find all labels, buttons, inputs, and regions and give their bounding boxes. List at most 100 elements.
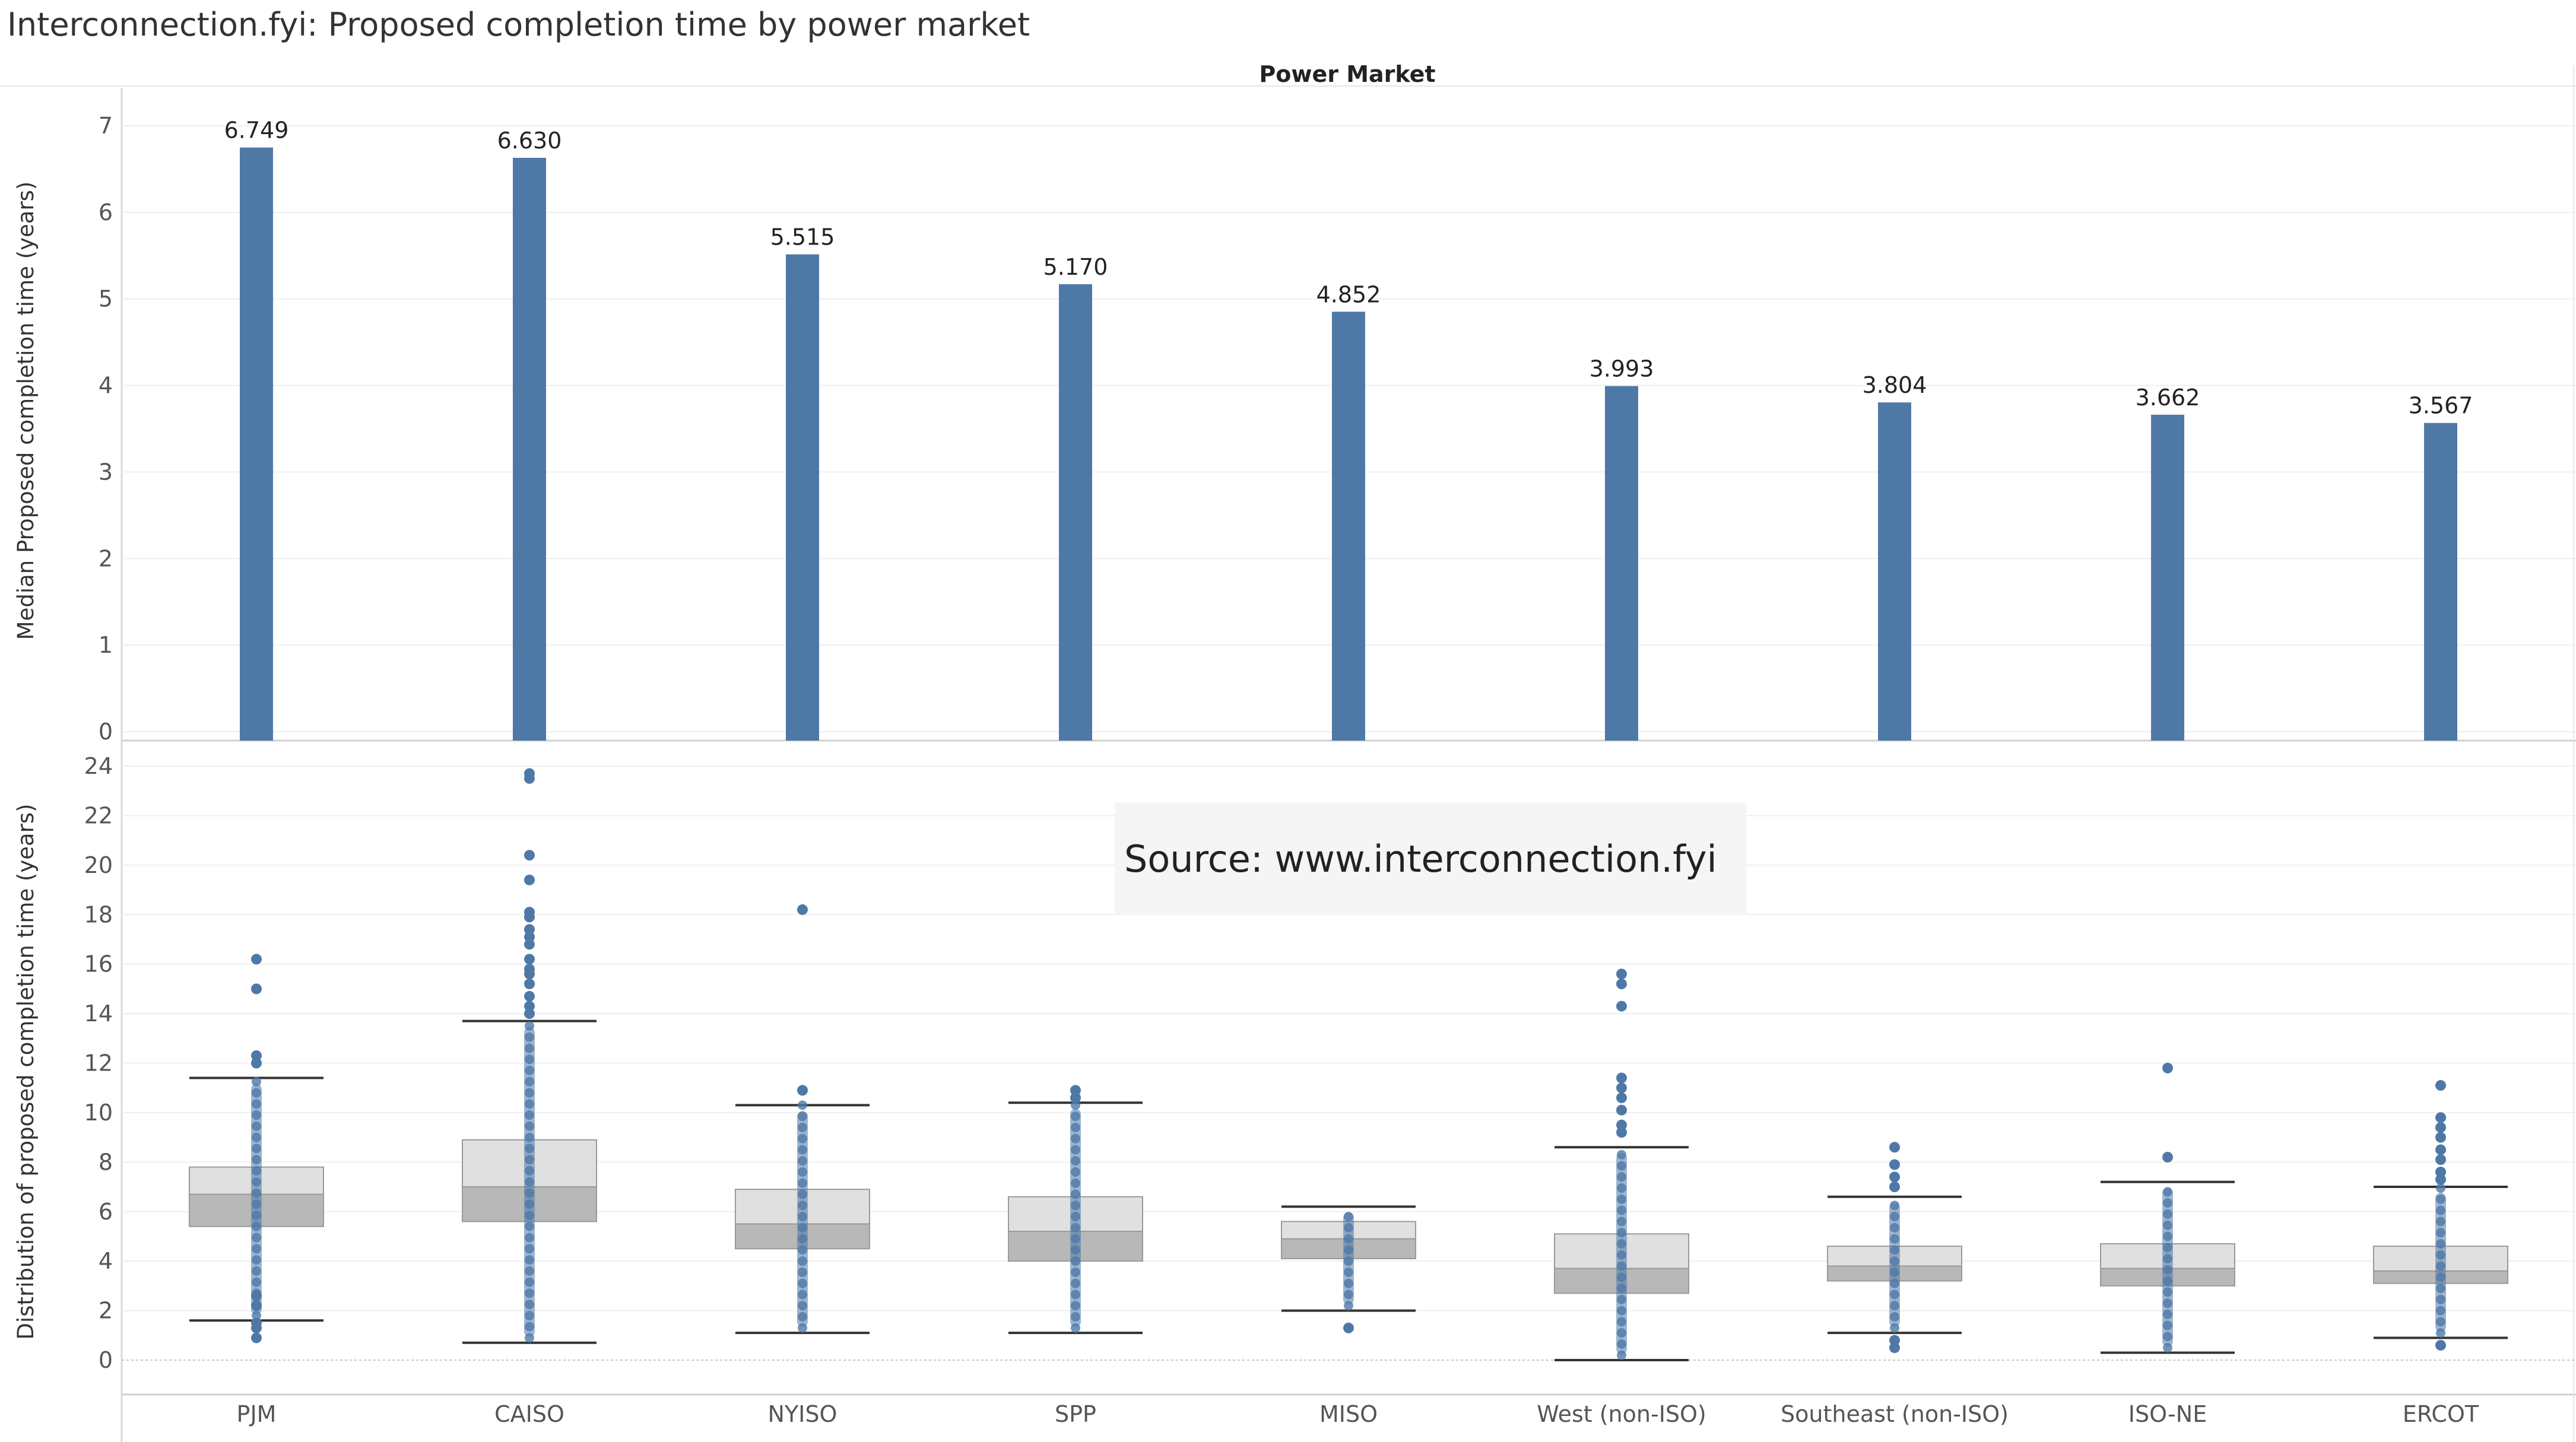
- outlier-point: [524, 939, 535, 950]
- outlier-point: [524, 874, 535, 885]
- data-point: [1071, 1111, 1080, 1122]
- outlier-point: [524, 990, 535, 1002]
- data-point: [2163, 1187, 2172, 1197]
- box-y-tick-label: 10: [84, 1100, 113, 1126]
- data-point: [252, 1099, 261, 1109]
- x-tick-label: CAISO: [494, 1401, 564, 1427]
- outlier-point: [1070, 1085, 1081, 1096]
- bar: [1878, 402, 1911, 741]
- data-point: [525, 1099, 534, 1109]
- source-annotation: Source: www.interconnection.fyi: [1124, 837, 1717, 881]
- data-point: [2436, 1183, 2445, 1193]
- data-point: [525, 1076, 534, 1087]
- data-point: [252, 1165, 261, 1176]
- data-point: [2163, 1198, 2172, 1208]
- data-point: [525, 1255, 534, 1265]
- data-point: [798, 1178, 807, 1188]
- data-point: [525, 1021, 534, 1031]
- data-point: [2163, 1253, 2172, 1263]
- data-point: [798, 1234, 807, 1244]
- data-point: [798, 1278, 807, 1288]
- data-point: [1344, 1212, 1353, 1222]
- data-point: [2436, 1261, 2445, 1271]
- data-point: [525, 1221, 534, 1231]
- outlier-point: [1889, 1335, 1900, 1346]
- x-tick-label: ISO-NE: [2128, 1401, 2207, 1427]
- data-point: [1344, 1301, 1353, 1311]
- data-point: [525, 1266, 534, 1276]
- data-point: [252, 1310, 261, 1320]
- data-point: [1617, 1328, 1626, 1338]
- bar-y-tick-label: 5: [99, 286, 113, 312]
- data-point: [1617, 1294, 1626, 1304]
- data-point: [798, 1289, 807, 1300]
- box-y-tick-label: 20: [84, 852, 113, 878]
- data-point: [2436, 1317, 2445, 1327]
- data-point: [525, 1177, 534, 1187]
- outlier-point: [524, 964, 535, 975]
- outlier-point: [524, 1008, 535, 1019]
- x-tick-label: West (non-ISO): [1537, 1401, 1706, 1427]
- data-point: [798, 1312, 807, 1322]
- outlier-point: [2435, 1154, 2446, 1165]
- data-point: [525, 1155, 534, 1165]
- data-point: [1617, 1317, 1626, 1327]
- data-point: [525, 1165, 534, 1176]
- outlier-point: [2162, 1151, 2173, 1163]
- data-point: [1890, 1278, 1899, 1288]
- bar-data-label: 5.515: [770, 224, 835, 250]
- x-tick-label: MISO: [1319, 1401, 1378, 1427]
- data-point: [2163, 1231, 2172, 1241]
- bar-y-tick-label: 1: [99, 632, 113, 658]
- data-point: [2163, 1243, 2172, 1253]
- data-point: [1617, 1228, 1626, 1238]
- data-point: [2163, 1220, 2172, 1230]
- outlier-point: [251, 1332, 262, 1343]
- outlier-point: [1616, 1127, 1627, 1138]
- data-point: [798, 1122, 807, 1132]
- data-point: [2436, 1205, 2445, 1215]
- outlier-point: [251, 983, 262, 995]
- data-point: [1071, 1100, 1080, 1110]
- data-point: [1890, 1245, 1899, 1255]
- data-point: [798, 1222, 807, 1233]
- data-point: [1344, 1267, 1353, 1277]
- data-point: [1071, 1222, 1080, 1233]
- bar: [240, 147, 273, 741]
- data-point: [798, 1301, 807, 1311]
- outlier-point: [1889, 1142, 1900, 1153]
- data-point: [525, 1233, 534, 1243]
- data-point: [525, 1333, 534, 1343]
- data-point: [525, 1300, 534, 1310]
- data-point: [525, 1032, 534, 1042]
- bar-y-axis-label: Median Proposed completion time (years): [13, 182, 39, 640]
- data-point: [525, 1322, 534, 1332]
- data-point: [525, 1310, 534, 1320]
- data-point: [798, 1145, 807, 1155]
- data-point: [1617, 1284, 1626, 1294]
- bar: [513, 157, 546, 741]
- data-point: [525, 1132, 534, 1142]
- data-point: [252, 1076, 261, 1087]
- data-point: [1890, 1289, 1899, 1300]
- data-point: [2436, 1328, 2445, 1338]
- data-point: [525, 1088, 534, 1098]
- data-point: [1890, 1323, 1899, 1333]
- data-point: [525, 1277, 534, 1287]
- data-point: [2163, 1343, 2172, 1353]
- data-point: [2436, 1238, 2445, 1249]
- data-point: [1890, 1200, 1899, 1211]
- outlier-point: [1616, 1104, 1627, 1116]
- data-point: [252, 1266, 261, 1276]
- outlier-point: [524, 850, 535, 861]
- outlier-point: [2435, 1144, 2446, 1155]
- x-tick-label: Southeast (non-ISO): [1781, 1401, 2009, 1427]
- outlier-point: [524, 954, 535, 965]
- data-point: [1071, 1189, 1080, 1199]
- bar-y-tick-label: 3: [99, 459, 113, 485]
- data-point: [2163, 1287, 2172, 1297]
- data-point: [2163, 1265, 2172, 1275]
- data-point: [2436, 1228, 2445, 1238]
- data-point: [1617, 1161, 1626, 1171]
- bar: [2151, 414, 2184, 741]
